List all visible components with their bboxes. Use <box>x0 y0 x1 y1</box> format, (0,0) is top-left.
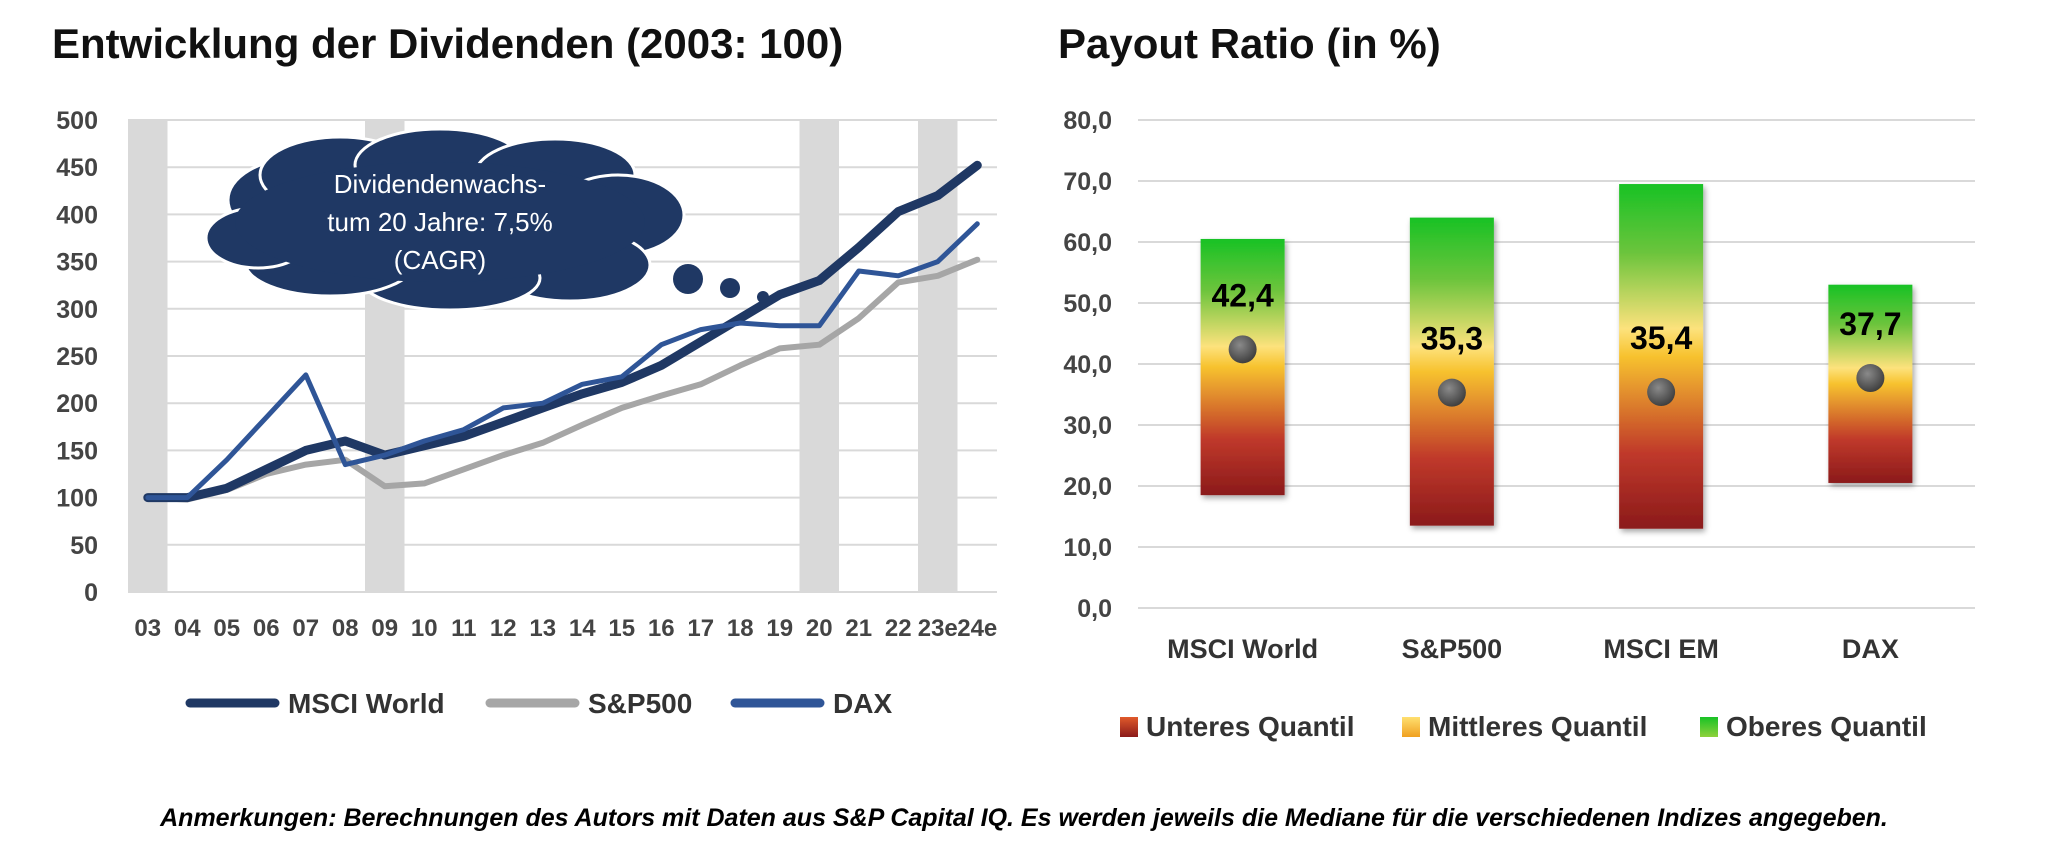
x-tick-label: 13 <box>529 615 556 642</box>
cloud-text-line-1: Dividendenwachs- <box>334 169 546 199</box>
x-tick-label: 19 <box>766 615 793 642</box>
legend-label: Mittleres Quantil <box>1428 711 1647 742</box>
median-label: 35,4 <box>1630 320 1692 356</box>
y-axis-payout: 0,0 10,0 20,0 30,0 40,0 50,0 60,0 70,0 80,0 <box>1063 107 1112 623</box>
x-tick-label: 11 <box>451 615 476 642</box>
x-tick-label: 10 <box>411 615 438 642</box>
x-tick-label: 17 <box>687 615 714 642</box>
x-tick-label: 07 <box>292 615 319 642</box>
legend-label: Oberes Quantil <box>1726 711 1927 742</box>
legend-swatch-quantile <box>1120 717 1138 737</box>
chart-title-dividends: Entwicklung der Dividenden (2003: 100) <box>52 20 843 67</box>
y-tick-label: 30,0 <box>1063 412 1112 440</box>
category-label: DAX <box>1842 634 1899 664</box>
x-axis-dividends: 03 04 05 06 07 08 09 10 11 12 13 14 15 16 17 18 19 20 21 22… <box>134 615 997 642</box>
y-tick-label: 500 <box>56 107 98 135</box>
y-tick-label: 200 <box>56 390 98 418</box>
x-tick-label: 22 <box>885 615 912 642</box>
thought-bubble-medium <box>720 278 740 298</box>
x-tick-label: 15 <box>608 615 635 642</box>
payout-ratio-chart: Payout Ratio (in %) 0,0 10,0 20,0 30,0 40,0 5… <box>1058 20 1975 742</box>
y-tick-label: 50 <box>70 532 98 560</box>
y-axis-dividends: 0 50 100 150 200 250 300 350 400 450 500 <box>56 107 98 607</box>
y-tick-label: 20,0 <box>1063 473 1112 501</box>
y-tick-label: 50,0 <box>1063 290 1112 318</box>
legend-dividends: MSCI World S&P500 DAX <box>185 688 892 719</box>
y-tick-label: 350 <box>56 249 98 277</box>
dividend-development-chart: Entwicklung der Dividenden (2003: 100) 0… <box>52 20 997 719</box>
x-tick-label: 04 <box>174 615 201 642</box>
series-line-s-p500 <box>144 256 981 503</box>
x-tick-label: 16 <box>648 615 675 642</box>
legend-payout: Unteres Quantil Mittleres Quantil Oberes Q… <box>1120 711 1927 742</box>
legend-label: MSCI World <box>288 688 445 719</box>
median-label: 42,4 <box>1211 277 1273 313</box>
x-tick-label: 08 <box>332 615 359 642</box>
y-tick-label: 40,0 <box>1063 351 1112 379</box>
category-label: MSCI World <box>1167 634 1318 664</box>
cagr-annotation-cloud: Dividendenwachs- tum 20 Jahre: 7,5% (CAG… <box>204 127 769 312</box>
quantile-range-bar <box>1409 217 1494 526</box>
y-tick-label: 0 <box>84 579 98 607</box>
median-label: 35,3 <box>1421 321 1483 357</box>
y-tick-label: 0,0 <box>1077 595 1112 623</box>
x-tick-label: 23e <box>918 615 958 642</box>
y-tick-label: 100 <box>56 485 98 513</box>
y-tick-label: 250 <box>56 343 98 371</box>
median-label: 37,7 <box>1839 306 1901 342</box>
series-line-msci-world <box>143 160 982 503</box>
median-marker <box>1856 364 1885 393</box>
x-tick-label: 18 <box>727 615 754 642</box>
cloud-text-line-2: tum 20 Jahre: 7,5% <box>327 207 552 237</box>
x-tick-label: 14 <box>569 615 596 642</box>
median-marker <box>1228 335 1257 364</box>
x-tick-label: 20 <box>806 615 833 642</box>
quantile-range-bar <box>1200 238 1285 496</box>
x-tick-label: 21 <box>845 615 872 642</box>
median-marker <box>1437 378 1466 407</box>
y-tick-label: 70,0 <box>1063 168 1112 196</box>
legend-label: S&P500 <box>588 688 692 719</box>
category-label: S&P500 <box>1402 634 1503 664</box>
x-tick-label: 03 <box>134 615 161 642</box>
y-tick-label: 150 <box>56 437 98 465</box>
chart-title-payout: Payout Ratio (in %) <box>1058 20 1441 67</box>
quantile-range-bar <box>1619 184 1704 529</box>
y-tick-label: 10,0 <box>1063 534 1112 562</box>
median-marker <box>1647 378 1676 407</box>
cloud-text-line-3: (CAGR) <box>394 245 486 275</box>
category-label: MSCI EM <box>1603 634 1719 664</box>
legend-swatch-quantile <box>1402 717 1420 737</box>
x-tick-label: 24e <box>957 615 997 642</box>
thought-bubble-large <box>673 264 703 294</box>
series-line-dax <box>145 221 980 501</box>
footnote: Anmerkungen: Berechnungen des Autors mit… <box>159 804 1888 832</box>
y-tick-label: 300 <box>56 296 98 324</box>
y-tick-label: 450 <box>56 154 98 182</box>
legend-swatch-quantile <box>1700 717 1718 737</box>
y-tick-label: 60,0 <box>1063 229 1112 257</box>
x-axis-payout: MSCI World S&P500 MSCI EM DAX <box>1167 634 1899 664</box>
x-tick-label: 12 <box>490 615 517 642</box>
quantile-bars: 42,4 35,3 35,4 37,7 <box>1200 184 1913 529</box>
x-tick-label: 05 <box>213 615 240 642</box>
legend-label: DAX <box>833 688 892 719</box>
legend-label: Unteres Quantil <box>1146 711 1354 742</box>
y-tick-label: 80,0 <box>1063 107 1112 135</box>
thought-bubble-small <box>757 291 769 303</box>
y-tick-label: 400 <box>56 201 98 229</box>
series-lines <box>143 160 982 503</box>
x-tick-label: 09 <box>371 615 398 642</box>
x-tick-label: 06 <box>253 615 280 642</box>
